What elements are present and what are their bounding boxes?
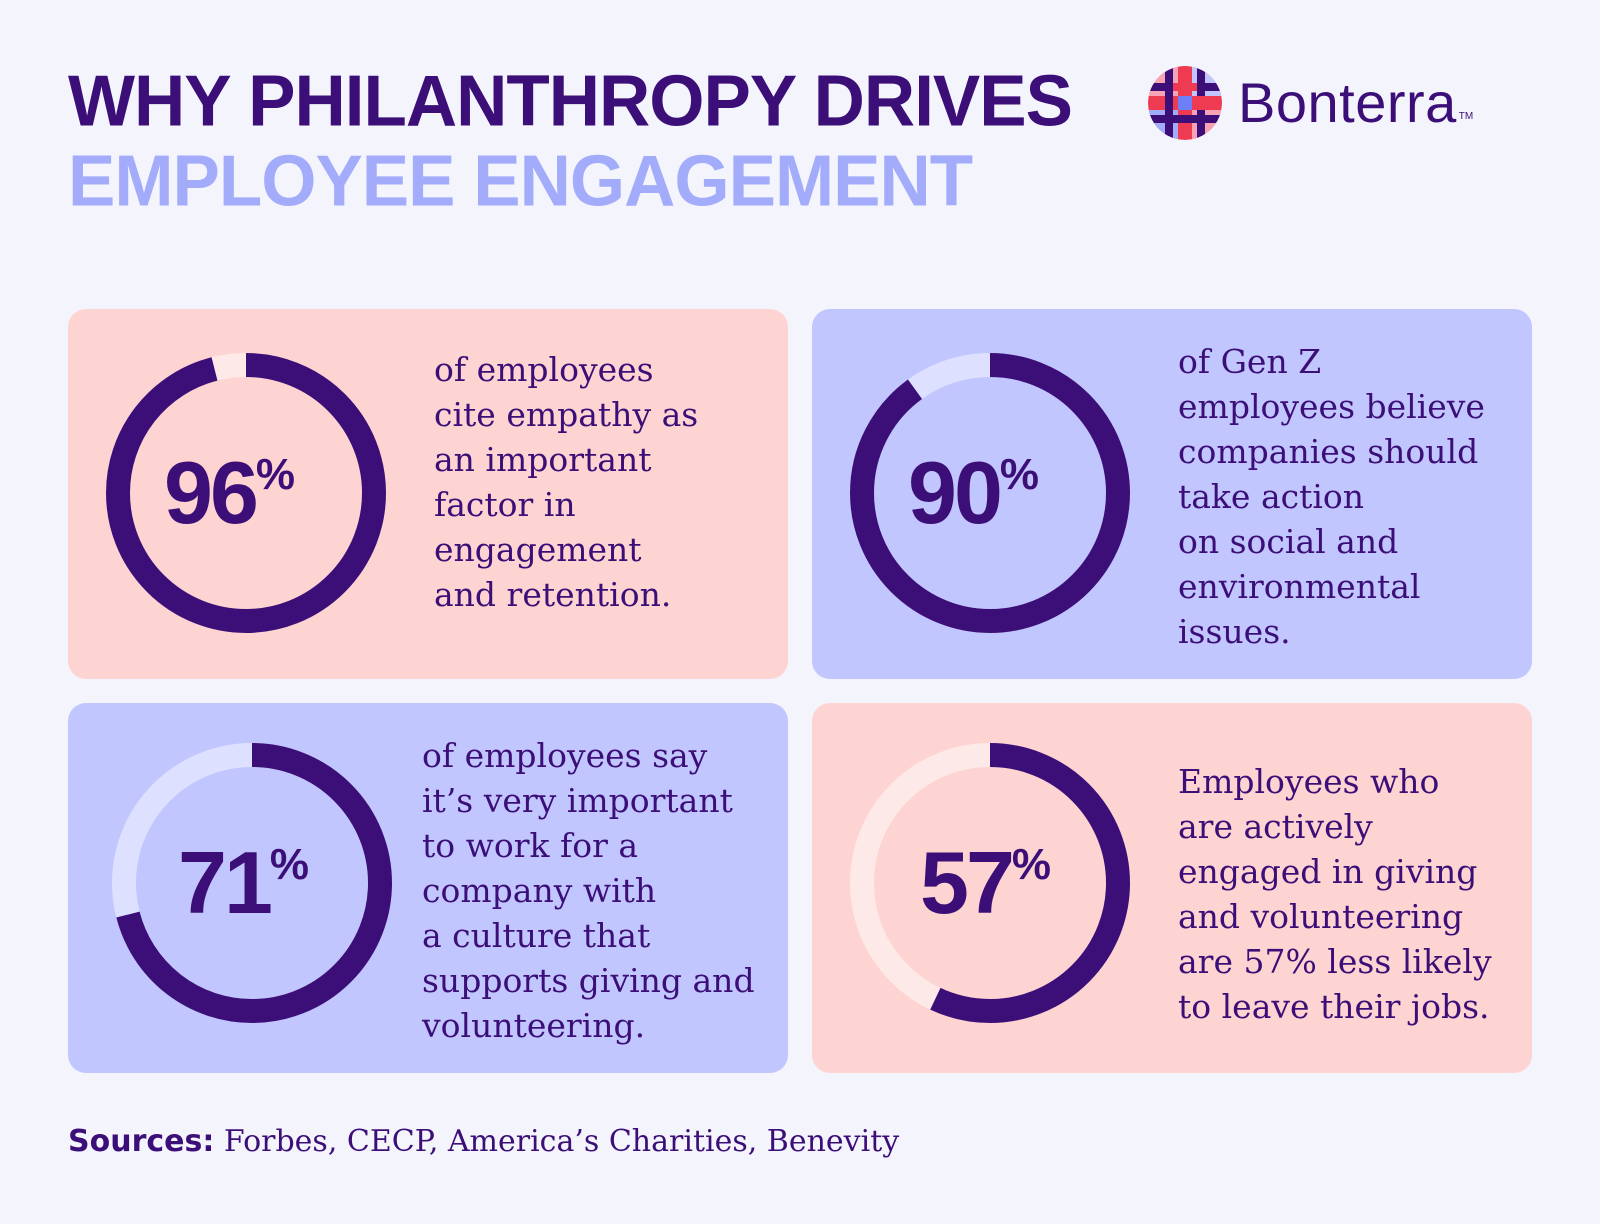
page-title-line-1: WHY PHILANTHROPY DRIVES: [68, 61, 1073, 142]
stat-unit-4: %: [1011, 840, 1052, 889]
donut-chart-4: [850, 743, 1130, 1023]
stat-unit-2: %: [999, 450, 1040, 499]
donut-value-arc-2: [850, 353, 1130, 633]
stat-unit-3: %: [269, 840, 310, 889]
sources-footer: Sources: Forbes, CECP, America’s Chariti…: [68, 1124, 899, 1159]
stat-card-1: 96% of employees cite empathy as an impo…: [68, 309, 788, 679]
donut-value-arc-1: [106, 353, 386, 633]
stat-description-4: Employees who are actively engaged in gi…: [1178, 762, 1492, 1026]
bonterra-woven-logo-icon: [1148, 66, 1222, 140]
donut-value-arc-4: [850, 743, 1130, 1023]
stat-description-2: of Gen Z employees believe companies sho…: [1178, 342, 1485, 651]
stat-value-4: 57%: [920, 839, 1051, 927]
stat-value-2: 90%: [908, 449, 1039, 537]
stat-number-4: 57: [920, 833, 1015, 932]
donut-chart-3: [112, 743, 392, 1023]
logo-wordmark: Bonterra: [1238, 71, 1457, 134]
donut-chart-2: [850, 353, 1130, 633]
logo-trademark: TM: [1458, 111, 1474, 122]
title-block: WHY PHILANTHROPY DRIVES EMPLOYEE ENGAGEM…: [68, 61, 1073, 222]
stat-value-1: 96%: [164, 449, 295, 537]
stat-card-3: 71% of employees say it’s very important…: [68, 703, 788, 1073]
sources-list: Forbes, CECP, America’s Charities, Benev…: [214, 1124, 900, 1159]
donut-value-arc-3: [112, 743, 392, 1023]
stat-number-2: 90: [908, 443, 1003, 542]
sources-label: Sources:: [68, 1124, 215, 1159]
stat-number-3: 71: [178, 833, 273, 932]
donut-chart-1: [106, 353, 386, 633]
stat-card-4: 57% Employees who are actively engaged i…: [812, 703, 1532, 1073]
stat-number-1: 96: [164, 443, 259, 542]
bonterra-logo: Bonterra TM: [1148, 66, 1473, 140]
page-title-line-2: EMPLOYEE ENGAGEMENT: [68, 141, 973, 222]
stat-unit-1: %: [255, 450, 296, 499]
stat-card-2: 90% of Gen Z employees believe companies…: [812, 309, 1532, 679]
stat-description-1: of employees cite empathy as an importan…: [434, 350, 699, 614]
stat-value-3: 71%: [178, 839, 309, 927]
stat-description-3: of employees say it’s very important to …: [422, 736, 755, 1045]
